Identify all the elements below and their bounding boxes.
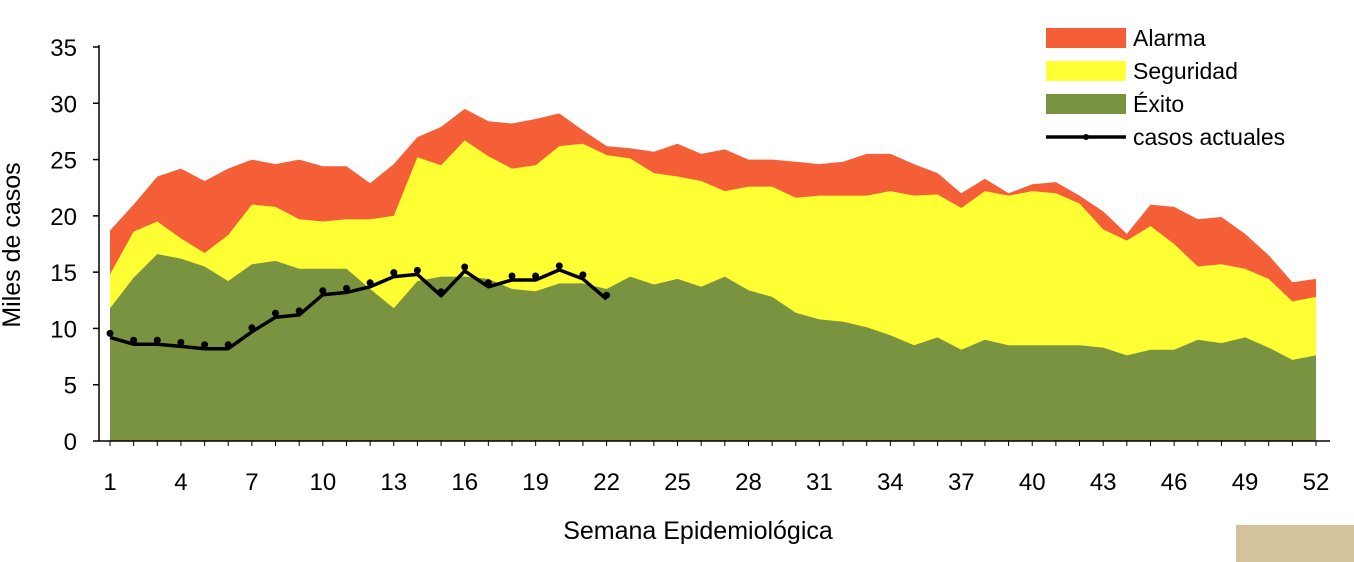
- legend-swatch: [1046, 61, 1126, 81]
- data-point: [224, 341, 232, 349]
- x-tick-label: 13: [380, 469, 407, 496]
- y-tick-label: 30: [50, 91, 77, 118]
- line-casos-actuales: [109, 268, 608, 351]
- x-tick-label: 31: [806, 469, 833, 496]
- x-tick-label: 37: [948, 469, 975, 496]
- data-point: [532, 272, 540, 280]
- data-point: [201, 341, 209, 349]
- legend: Alarma Seguridad Éxito casos actuales: [1046, 25, 1285, 150]
- y-tick-label: 10: [50, 316, 77, 343]
- axes: [93, 45, 1330, 446]
- legend-label: casos actuales: [1133, 124, 1285, 150]
- x-tick-label: 7: [245, 469, 258, 496]
- data-point: [366, 279, 374, 287]
- x-tick-label: 40: [1019, 469, 1046, 496]
- data-point: [343, 284, 350, 292]
- x-tick-label: 34: [877, 469, 904, 496]
- data-point: [579, 271, 587, 279]
- data-point: [413, 266, 421, 274]
- area-layer: [110, 108, 1316, 442]
- x-tick-labels: 1 4 7 10 13 16 19 22 25 28 31 34 37 40 43 46 49 52: [103, 469, 1329, 496]
- y-tick-label: 15: [50, 260, 77, 287]
- data-point: [153, 336, 161, 344]
- x-tick-label: 46: [1161, 469, 1188, 496]
- x-tick-label: 25: [664, 469, 691, 496]
- y-tick-label: 20: [50, 204, 77, 231]
- data-point: [130, 336, 138, 344]
- legend-marker: [1083, 134, 1089, 140]
- line-layer: [106, 262, 611, 351]
- data-point: [484, 279, 492, 287]
- legend-label: Éxito: [1133, 91, 1184, 117]
- legend-label: Alarma: [1133, 25, 1206, 51]
- y-tick-labels: 0 5 10 15 20 25 30 35: [50, 35, 77, 456]
- x-tick-label: 52: [1303, 469, 1330, 496]
- x-tick-label: 1: [103, 469, 116, 496]
- y-tick-label: 5: [64, 373, 77, 400]
- data-point: [295, 307, 303, 315]
- data-point: [461, 263, 469, 271]
- x-tick-label: 10: [309, 469, 336, 496]
- x-tick-label: 28: [735, 469, 762, 496]
- data-point: [177, 338, 185, 346]
- x-axis-label: Semana Epidemiológica: [563, 517, 833, 545]
- x-tick-label: 16: [451, 469, 478, 496]
- data-point: [319, 287, 327, 295]
- x-tick-label: 49: [1232, 469, 1259, 496]
- data-point: [603, 291, 611, 299]
- legend-label: Seguridad: [1133, 58, 1238, 84]
- y-tick-label: 35: [50, 35, 77, 62]
- x-tick-label: 22: [593, 469, 620, 496]
- x-tick-label: 43: [1090, 469, 1117, 496]
- corner-block: [1236, 525, 1354, 562]
- data-point: [555, 262, 563, 270]
- x-tick-label: 4: [174, 469, 187, 496]
- y-tick-label: 0: [64, 429, 77, 456]
- data-point: [106, 329, 114, 337]
- legend-swatch: [1046, 28, 1126, 48]
- x-tick-label: 19: [522, 469, 549, 496]
- area-xito: [110, 254, 1316, 441]
- data-point: [508, 272, 516, 280]
- data-point: [248, 324, 256, 332]
- data-point: [272, 309, 279, 317]
- y-axis-label: Miles de casos: [0, 162, 26, 327]
- y-tick-label: 25: [50, 148, 77, 175]
- data-point: [390, 269, 398, 277]
- legend-swatch: [1046, 94, 1126, 114]
- data-point: [437, 288, 445, 296]
